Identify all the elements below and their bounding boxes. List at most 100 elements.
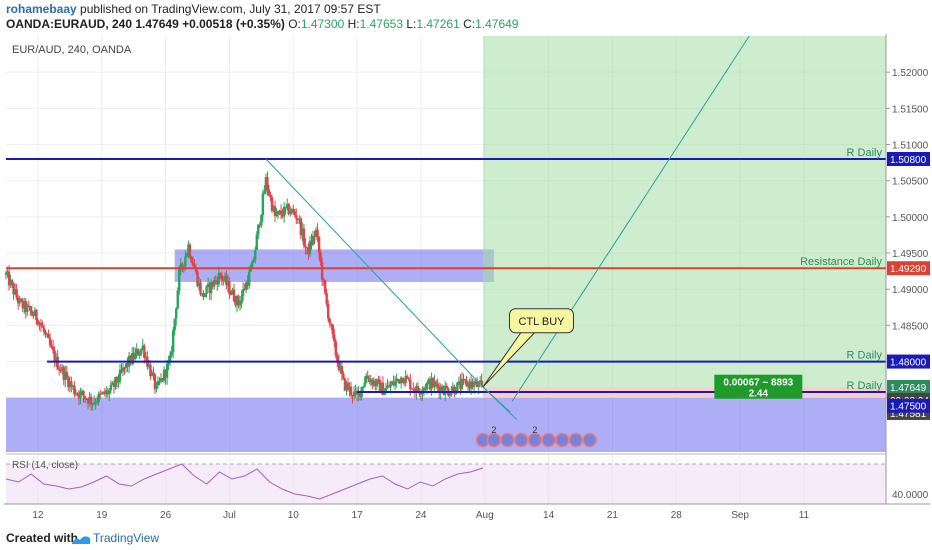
candle-body	[399, 377, 403, 384]
candle-body	[430, 378, 433, 390]
candle-body	[85, 398, 88, 400]
candle-body	[205, 285, 208, 294]
candle-body	[466, 382, 470, 387]
candle-body	[199, 282, 202, 295]
candle-body	[383, 392, 386, 396]
position-ratio: 2.44	[749, 389, 769, 400]
candle-body	[150, 372, 154, 377]
publish-info: rohamebaay published on TradingView.com,…	[6, 2, 381, 16]
candle-body	[219, 273, 222, 276]
candle-body	[241, 289, 245, 296]
candle-body	[149, 364, 152, 377]
candle-body	[477, 382, 480, 388]
candle-body	[88, 396, 91, 404]
candle-body	[228, 281, 231, 295]
candle-body	[162, 369, 166, 381]
candle-body	[83, 396, 87, 399]
candle-body	[61, 367, 64, 372]
candle-body	[80, 391, 84, 393]
time-axis[interactable]: 12 19 26 Jul 10 17 24 Aug 14 21 28 Sep 11	[4, 503, 930, 521]
candle-body	[448, 394, 451, 396]
candle-body	[361, 386, 365, 388]
candle-body	[126, 363, 129, 367]
candle-body	[348, 386, 351, 390]
trendline	[482, 386, 511, 413]
candles	[4, 171, 483, 411]
candle-body	[243, 289, 246, 291]
candle-body	[380, 382, 383, 393]
time-tick-label: 24	[415, 510, 427, 521]
candle-body	[282, 206, 286, 217]
hline-label: R Daily	[847, 147, 883, 159]
candle-body	[91, 403, 94, 405]
candle-body	[393, 381, 397, 386]
candle-body	[6, 271, 9, 273]
price-tag-text: 1.48000	[890, 358, 927, 369]
candle-body	[7, 271, 11, 286]
candle-body	[214, 280, 217, 282]
time-tick-label: 17	[352, 510, 364, 521]
candle-body	[403, 382, 406, 384]
candle-body	[375, 379, 379, 387]
candle-body	[208, 283, 211, 294]
candle-body	[222, 279, 225, 281]
candle-body	[358, 391, 362, 397]
candle-body	[244, 282, 248, 290]
candle-body	[143, 345, 146, 358]
candle-body	[387, 385, 391, 388]
author-link[interactable]: rohamebaay	[6, 2, 77, 16]
footer: Created with TradingView	[0, 528, 932, 550]
candle-body	[54, 356, 58, 362]
candle-body	[377, 379, 380, 381]
candle-body	[345, 382, 348, 391]
candle-body	[310, 240, 313, 245]
time-tick-label: 21	[607, 510, 619, 521]
candle-body	[334, 341, 338, 356]
tradingview-logo-icon	[72, 536, 90, 544]
candle-body	[51, 346, 55, 351]
candle-body	[357, 391, 360, 395]
candle-body	[41, 325, 44, 328]
candle-body	[100, 393, 103, 395]
candle-body	[65, 371, 68, 378]
candle-body	[468, 382, 471, 389]
candle-body	[386, 385, 389, 389]
event-marker-icon	[486, 432, 502, 448]
candle-body	[314, 229, 318, 237]
candle-body	[333, 334, 336, 342]
candle-body	[287, 203, 290, 214]
candle-body	[121, 367, 125, 372]
candle-body	[109, 384, 113, 391]
candle-body	[453, 386, 456, 394]
candle-body	[68, 381, 72, 388]
candle-body	[257, 224, 260, 235]
candle-body	[255, 234, 258, 250]
candle-body	[302, 228, 306, 246]
candle-body	[346, 382, 350, 390]
candle-body	[79, 391, 82, 399]
rsi-axis-bg	[886, 454, 930, 504]
candle-body	[368, 378, 371, 383]
price-tag-bg	[887, 379, 930, 394]
candle-body	[456, 382, 459, 394]
tradingview-brand[interactable]: TradingView	[70, 529, 180, 549]
candle-body	[170, 351, 173, 356]
candle-body	[472, 383, 476, 387]
candle-body	[209, 281, 213, 294]
candle-body	[161, 378, 164, 381]
candle-body	[147, 364, 151, 367]
candle-body	[67, 377, 70, 388]
time-tick-label: Aug	[476, 510, 494, 521]
candle-body	[308, 240, 312, 255]
candle-body	[118, 369, 122, 382]
candle-body	[412, 388, 415, 390]
candle-body	[59, 369, 62, 372]
price-tag-text: 1.49290	[890, 264, 927, 275]
candle-body	[319, 252, 322, 263]
candle-body	[269, 195, 272, 198]
trendline	[511, 35, 750, 402]
rsi-pane: RSI (14, close) 40.0000	[5, 453, 930, 505]
candle-body	[190, 256, 193, 263]
